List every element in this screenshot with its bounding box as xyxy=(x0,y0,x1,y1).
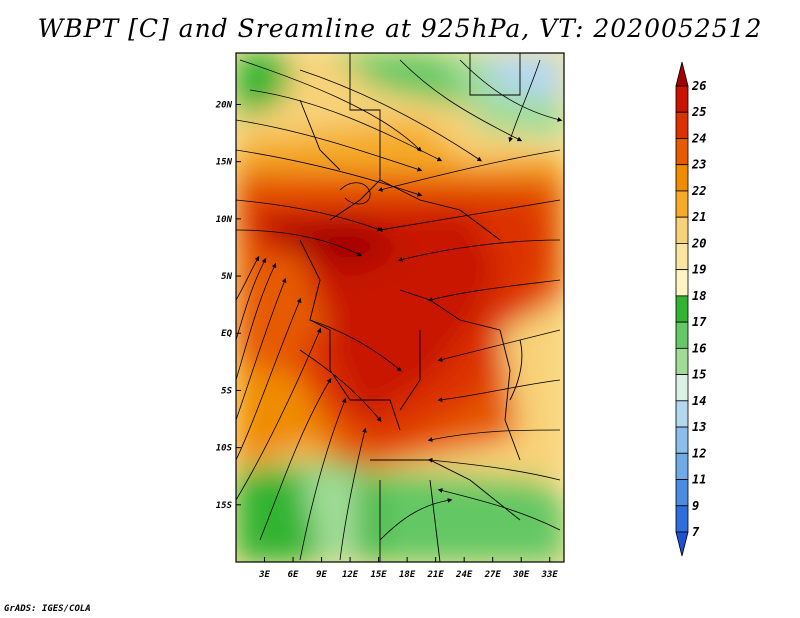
colorbar-label: 23 xyxy=(691,158,706,172)
lon-label: 3E xyxy=(258,570,270,580)
lon-label: 27E xyxy=(484,570,502,580)
colorbar-label: 7 xyxy=(692,525,700,539)
colorbar-segment xyxy=(675,400,689,428)
lon-label: 9E xyxy=(316,570,327,580)
lat-label: 5S xyxy=(221,386,232,396)
latitude-axis: 20N 15N 10N 5N EQ 5S 10S 15S xyxy=(215,100,241,511)
colorbar-segment xyxy=(675,216,689,244)
colorbar-segment xyxy=(675,505,689,533)
grads-credit: GrADS: IGES/COLA xyxy=(4,604,91,614)
colorbar-label: 14 xyxy=(692,394,706,408)
lon-label: 15E xyxy=(370,570,387,580)
colorbar-segment xyxy=(675,190,689,218)
colorbar-label: 24 xyxy=(691,131,706,145)
lat-label: 10S xyxy=(216,444,233,454)
colorbar-label: 26 xyxy=(691,79,706,93)
colorbar-label: 17 xyxy=(692,315,707,329)
lat-label: 20N xyxy=(215,100,233,110)
colorbar-segment xyxy=(675,347,689,375)
longitude-axis: 3E 6E 9E 12E 15E 18E 21E 24E 27E 30E 33E xyxy=(258,557,558,580)
colorbar-label: 19 xyxy=(692,263,706,277)
colorbar-label: 9 xyxy=(692,499,699,513)
colorbar-bottom-arrow xyxy=(675,531,689,557)
lon-label: 33E xyxy=(541,570,559,580)
colorbar-segment xyxy=(675,111,689,139)
lat-label: 10N xyxy=(216,215,233,225)
colorbar-label: 15 xyxy=(692,368,706,382)
lon-label: 6E xyxy=(288,570,299,580)
colorbar-label: 11 xyxy=(692,473,706,487)
colorbar-segment xyxy=(675,295,689,323)
lon-label: 21E xyxy=(427,570,445,580)
lat-label: 15S xyxy=(216,501,233,511)
colorbar-label: 16 xyxy=(692,341,706,355)
colorbar-segment xyxy=(675,85,689,113)
colorbar-top-arrow xyxy=(675,61,689,87)
colorbar-segment xyxy=(675,164,689,192)
streamlines xyxy=(236,59,563,561)
lat-label: 15N xyxy=(216,158,233,168)
map-title: WBPT [C] and Sreamline at 925hPa, VT: 20… xyxy=(37,14,763,43)
colorbar-label: 13 xyxy=(692,420,706,434)
colorbar-segment xyxy=(675,269,689,297)
colorbar-segment xyxy=(675,479,689,507)
lon-label: 30E xyxy=(512,570,530,580)
colorbar: 26 25 24 23 22 21 20 19 18 17 16 15 14 13 12 11 9 7 xyxy=(675,61,707,557)
lon-label: 12E xyxy=(342,570,359,580)
colorbar-label: 25 xyxy=(691,105,706,119)
colorbar-segment xyxy=(675,138,689,166)
colorbar-label: 21 xyxy=(691,210,706,224)
colorbar-label: 22 xyxy=(691,184,706,198)
colorbar-label: 18 xyxy=(692,289,706,303)
colorbar-segment xyxy=(675,426,689,454)
lon-label: 24E xyxy=(455,570,473,580)
lat-label: 5N xyxy=(221,272,232,282)
colorbar-segment xyxy=(675,321,689,349)
lat-label: EQ xyxy=(221,329,232,339)
lon-label: 18E xyxy=(399,570,416,580)
colorbar-segment xyxy=(675,243,689,271)
colorbar-label: 12 xyxy=(692,446,706,460)
country-borders xyxy=(299,53,523,562)
colorbar-segment xyxy=(675,374,689,402)
colorbar-segment xyxy=(675,452,689,480)
colorbar-label: 20 xyxy=(691,236,706,250)
